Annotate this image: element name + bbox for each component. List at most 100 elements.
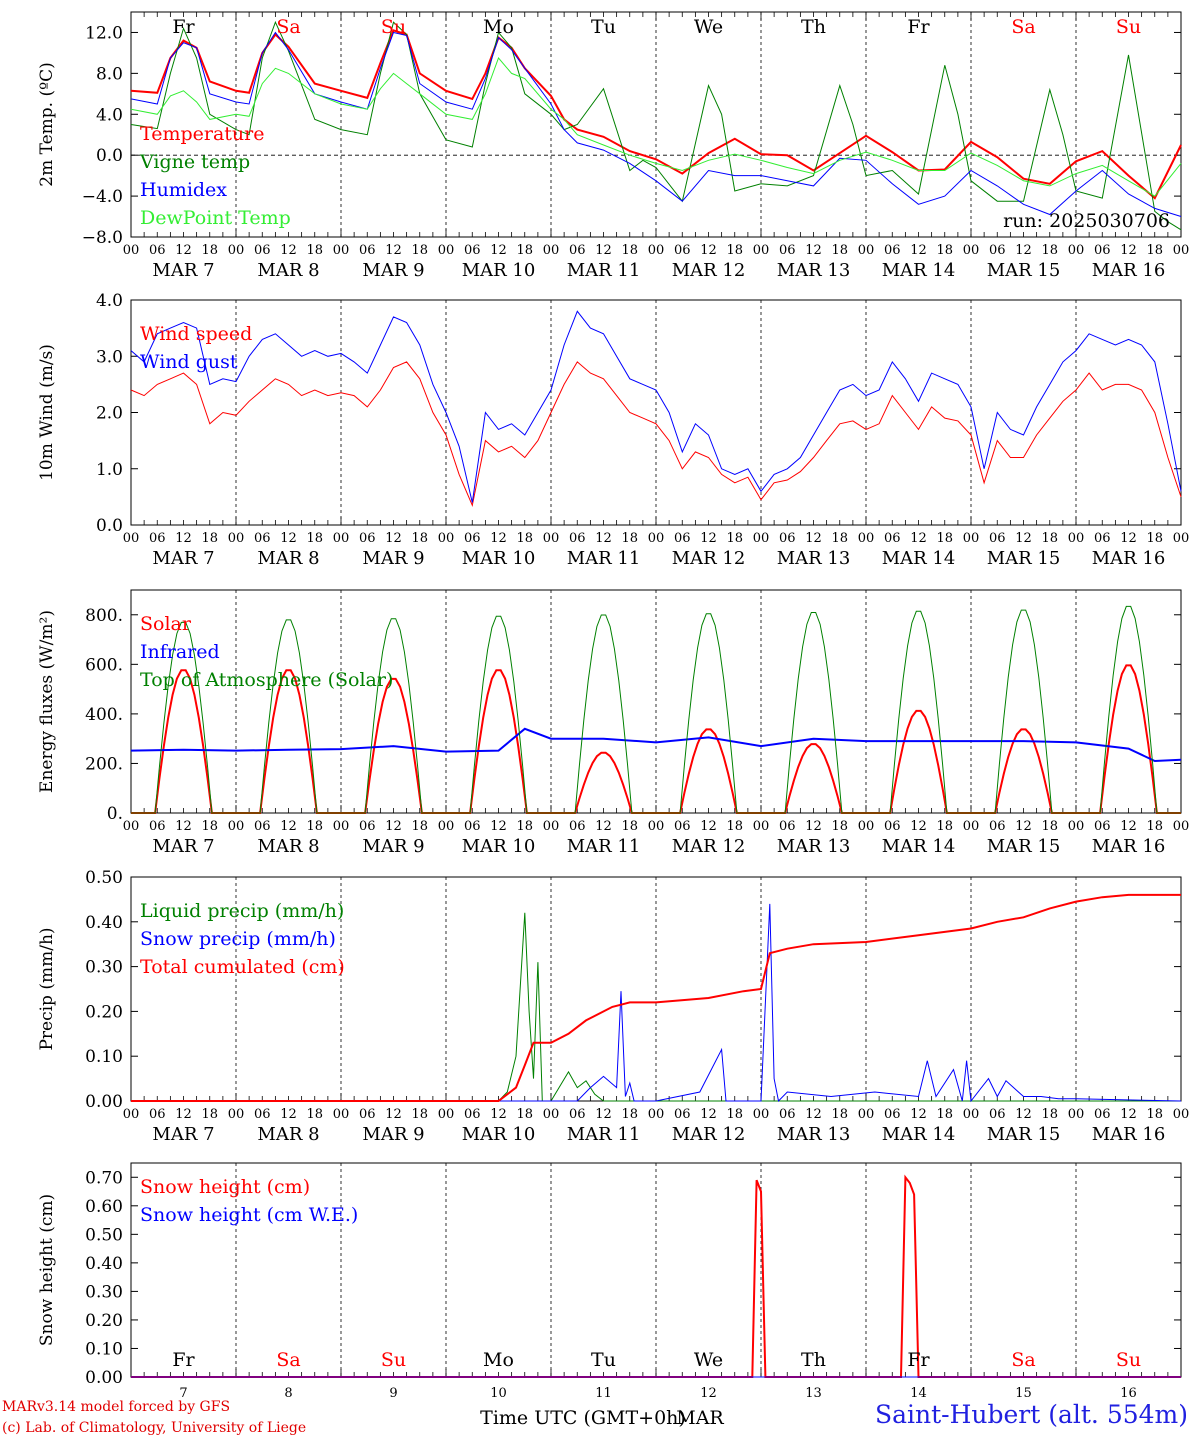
hour-tick-label: 06 [359, 819, 376, 834]
hour-tick-label: 06 [674, 531, 691, 546]
hour-tick-label: 06 [359, 1107, 376, 1122]
date-label: MAR 9 [362, 836, 424, 857]
hour-tick-label: 00 [1173, 531, 1190, 546]
hour-tick-label: 06 [884, 243, 901, 258]
hour-tick-label: 06 [464, 531, 481, 546]
weekday-label: Su [381, 1349, 406, 1371]
hour-tick-label: 12 [175, 243, 192, 258]
series-line [130, 361, 1182, 507]
hour-tick-label: 18 [831, 1107, 848, 1122]
hour-tick-label: 12 [805, 819, 822, 834]
hour-tick-label: 06 [1094, 1107, 1111, 1122]
hour-tick-label: 12 [490, 819, 507, 834]
day-number: 12 [700, 1386, 717, 1401]
hour-tick-label: 12 [700, 819, 717, 834]
hour-tick-label: 06 [464, 243, 481, 258]
hour-tick-label: 00 [123, 1107, 140, 1122]
hour-tick-label: 18 [726, 243, 743, 258]
series-line [130, 310, 1182, 503]
hour-tick-label: 06 [569, 243, 586, 258]
hour-tick-label: 06 [464, 819, 481, 834]
hour-tick-label: 06 [779, 531, 796, 546]
y-tick-label: 12.0 [85, 23, 123, 43]
date-label: MAR 12 [672, 548, 746, 569]
y-tick-label: 0.10 [85, 1047, 123, 1067]
y-tick-label: 1.0 [96, 460, 123, 480]
hour-tick-label: 00 [123, 243, 140, 258]
hour-tick-label: 00 [1068, 531, 1085, 546]
hour-tick-label: 00 [543, 243, 560, 258]
legend-entry: Snow height (cm) [140, 1176, 310, 1198]
y-tick-label: 400. [85, 705, 123, 725]
hour-tick-label: 00 [228, 531, 245, 546]
series-line [130, 57, 1182, 197]
y-tick-label: 0.50 [85, 868, 123, 888]
hour-tick-label: 12 [385, 243, 402, 258]
hour-tick-label: 12 [1015, 243, 1032, 258]
y-tick-label: 0.30 [85, 1282, 123, 1302]
date-label: MAR 10 [462, 548, 536, 569]
y-tick-label: 4.0 [96, 105, 123, 125]
hour-tick-label: 00 [753, 1107, 770, 1122]
weekday-label: Su [1116, 16, 1141, 38]
hour-tick-label: 00 [1173, 1107, 1190, 1122]
hour-tick-label: 18 [621, 243, 638, 258]
date-label: MAR 16 [1092, 548, 1166, 569]
hour-tick-label: 18 [516, 819, 533, 834]
day-number: 10 [490, 1386, 507, 1401]
hour-tick-label: 12 [700, 243, 717, 258]
day-number: 11 [595, 1386, 612, 1401]
hour-tick-label: 00 [753, 819, 770, 834]
hour-tick-label: 18 [411, 819, 428, 834]
hour-tick-label: 00 [333, 531, 350, 546]
date-label: MAR 7 [152, 1124, 214, 1145]
hour-tick-label: 12 [490, 531, 507, 546]
hour-tick-label: 06 [884, 1107, 901, 1122]
weekday-label: Fr [172, 1349, 195, 1371]
lab-credit: (c) Lab. of Climatology, University of L… [2, 1420, 307, 1436]
hour-tick-label: 18 [936, 243, 953, 258]
hour-tick-label: 12 [595, 243, 612, 258]
hour-tick-label: 18 [1146, 531, 1163, 546]
hour-tick-label: 00 [858, 531, 875, 546]
hour-tick-label: 00 [1173, 243, 1190, 258]
series-line [130, 727, 1182, 763]
plot-frame [130, 589, 1182, 814]
hour-tick-label: 18 [201, 531, 218, 546]
hour-tick-label: 00 [438, 531, 455, 546]
y-axis-label: 10m Wind (m/s) [37, 344, 57, 481]
hour-tick-label: 06 [884, 531, 901, 546]
date-label: MAR 10 [462, 260, 536, 281]
day-number: 15 [1015, 1386, 1032, 1401]
hour-tick-label: 18 [411, 1107, 428, 1122]
date-label: MAR 13 [777, 1124, 851, 1145]
hour-tick-label: 18 [201, 819, 218, 834]
weekday-label: Sa [276, 1349, 300, 1371]
date-label: MAR 14 [882, 1124, 956, 1145]
hour-tick-label: 18 [726, 531, 743, 546]
weekday-label: Sa [1011, 16, 1035, 38]
weekday-label: Mo [483, 16, 514, 38]
hour-tick-label: 12 [175, 819, 192, 834]
hour-tick-label: 06 [1094, 819, 1111, 834]
legend-entry: Snow height (cm W.E.) [140, 1204, 358, 1226]
y-tick-label: 0.50 [85, 1225, 123, 1245]
hour-tick-label: 12 [910, 1107, 927, 1122]
y-tick-label: 3.0 [96, 347, 123, 367]
date-label: MAR 13 [777, 548, 851, 569]
month-label: MAR [676, 1407, 724, 1429]
legend-entry: Liquid precip (mm/h) [140, 900, 344, 922]
date-label: MAR 7 [152, 260, 214, 281]
y-axis-label: Energy fluxes (W/m²) [37, 610, 57, 793]
date-label: MAR 8 [257, 260, 319, 281]
hour-tick-label: 18 [306, 531, 323, 546]
hour-tick-label: 06 [674, 819, 691, 834]
y-tick-label: 0.20 [85, 1311, 123, 1331]
day-number: 9 [389, 1386, 397, 1401]
hour-tick-label: 12 [385, 1107, 402, 1122]
legend-entry: Temperature [140, 123, 264, 145]
hour-tick-label: 18 [516, 531, 533, 546]
y-tick-label: 0.20 [85, 1002, 123, 1022]
hour-tick-label: 18 [1041, 243, 1058, 258]
hour-tick-label: 12 [1120, 1107, 1137, 1122]
